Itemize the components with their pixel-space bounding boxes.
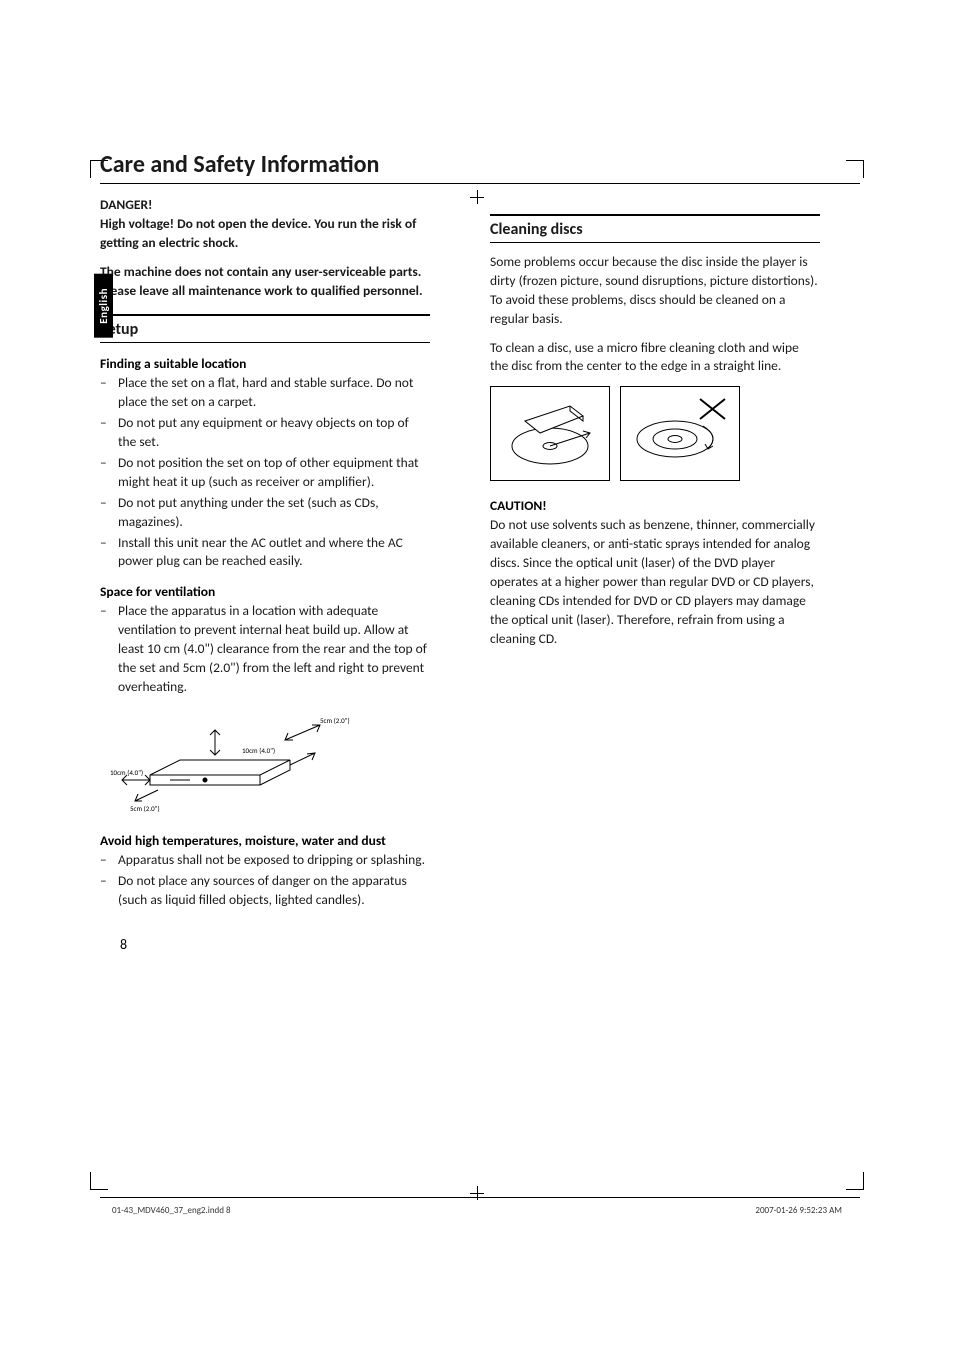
disc-wipe-correct [490, 386, 610, 481]
footer-rule [100, 1197, 860, 1198]
fig-label: 10cm (4.0") [110, 768, 143, 777]
disc-figures [490, 386, 820, 481]
setup-heading: Setup [100, 314, 430, 343]
ventilation-figure: 5cm (2.0") 10cm (4.0") 10cm (4.0") 5cm (… [110, 705, 430, 820]
disc-wipe-wrong [620, 386, 740, 481]
cleaning-p1: Some problems occur because the disc ins… [490, 253, 820, 329]
fig-label: 10cm (4.0") [242, 746, 275, 755]
avoid-heading: Avoid high temperatures, moisture, water… [100, 832, 430, 849]
finding-heading: Finding a suitable location [100, 355, 430, 372]
danger-heading: DANGER! [100, 196, 430, 215]
list-item: Do not put anything under the set (such … [100, 494, 430, 532]
page-title: Care and Safety Information [100, 150, 860, 184]
cleaning-heading: Cleaning discs [490, 214, 820, 243]
danger-p2: The machine does not contain any user-se… [100, 263, 430, 301]
crop-mark [90, 1172, 108, 1190]
fig-label: 5cm (2.0") [320, 716, 350, 725]
avoid-list: Apparatus shall not be exposed to drippi… [100, 851, 430, 910]
list-item: Install this unit near the AC outlet and… [100, 534, 430, 572]
caution-text: Do not use solvents such as benzene, thi… [490, 516, 820, 648]
caution-heading: CAUTION! [490, 497, 820, 514]
list-item: Do not put any equipment or heavy object… [100, 414, 430, 452]
list-item: Place the set on a flat, hard and stable… [100, 374, 430, 412]
page-number: 8 [120, 936, 127, 953]
columns: DANGER! High voltage! Do not open the de… [100, 196, 860, 911]
right-column: Cleaning discs Some problems occur becau… [490, 196, 820, 911]
list-item: Do not position the set on top of other … [100, 454, 430, 492]
crop-mark [846, 1172, 864, 1190]
list-item: Do not place any sources of danger on th… [100, 872, 430, 910]
list-item: Apparatus shall not be exposed to drippi… [100, 851, 430, 870]
language-tab: English [94, 274, 113, 338]
left-column: DANGER! High voltage! Do not open the de… [100, 196, 430, 911]
finding-list: Place the set on a flat, hard and stable… [100, 374, 430, 571]
cleaning-p2: To clean a disc, use a micro fibre clean… [490, 339, 820, 377]
danger-p1: High voltage! Do not open the device. Yo… [100, 215, 430, 253]
footer-right: 2007-01-26 9:52:23 AM [755, 1205, 842, 1216]
footer-left: 01-43_MDV460_37_eng2.indd 8 [112, 1205, 231, 1216]
ventilation-list: Place the apparatus in a location with a… [100, 602, 430, 696]
list-item: Place the apparatus in a location with a… [100, 602, 430, 696]
ventilation-heading: Space for ventilation [100, 583, 430, 600]
page-content: English Care and Safety Information DANG… [100, 150, 860, 911]
danger-block: DANGER! High voltage! Do not open the de… [100, 196, 430, 300]
fig-label: 5cm (2.0") [130, 804, 160, 813]
